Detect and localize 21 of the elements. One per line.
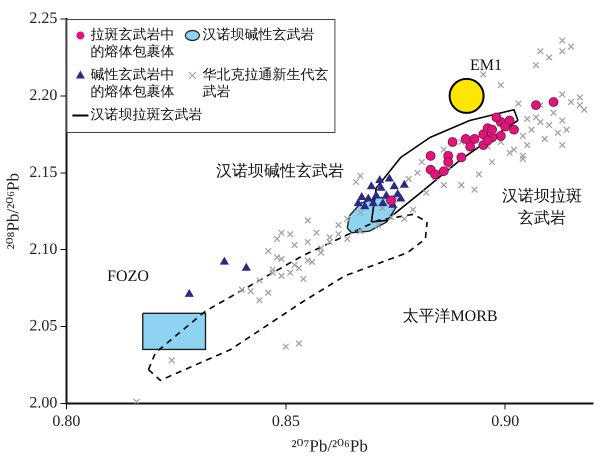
annotation: EM1 (470, 57, 502, 74)
x-axis-title: ²⁰⁷Pb/²⁰⁶Pb (292, 436, 368, 456)
x-tick-label: 0.90 (491, 413, 520, 430)
y-tick-label: 2.10 (29, 240, 58, 258)
legend-label: 拉斑玄武岩中的熔体包裹体 (90, 27, 174, 60)
annotation: FOZO (107, 268, 149, 286)
x-tick-label: 0.85 (272, 413, 300, 430)
legend-label: 碱性玄武岩中的熔体包裹体 (90, 67, 174, 100)
y-tick-label: 2.25 (29, 10, 58, 28)
legend-label: 汉诺坝拉斑玄武岩 (90, 107, 202, 124)
annotation: 汉诺坝拉斑玄武岩 (502, 187, 582, 228)
x-tick-label: 0.80 (52, 413, 80, 430)
y-tick-label: 2.20 (29, 87, 58, 104)
annotation: 太平洋MORB (402, 307, 498, 326)
y-axis-title: ²⁰⁸Pb/²⁰⁶Pb (4, 173, 23, 250)
y-tick-label: 2.15 (29, 164, 58, 181)
y-tick-label: 2.00 (29, 394, 58, 412)
y-tick-label: 2.05 (29, 318, 58, 335)
annotation: 汉诺坝碱性玄武岩 (216, 162, 344, 180)
legend-label: 华北克拉通新生代玄武岩 (202, 67, 328, 100)
legend-label: 汉诺坝碱性玄武岩 (202, 27, 314, 44)
